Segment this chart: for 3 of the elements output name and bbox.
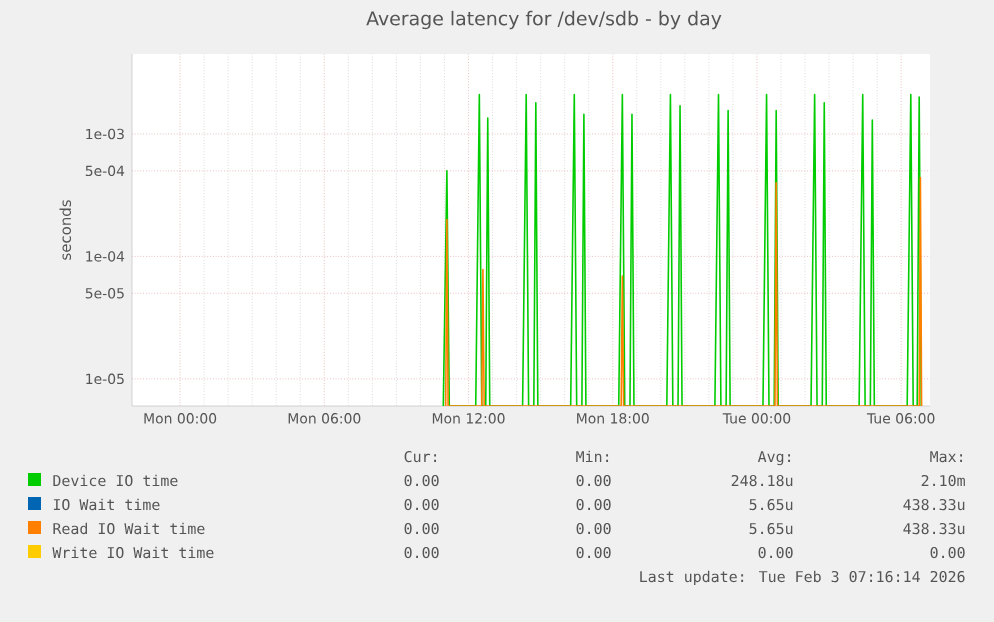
line-series (444, 176, 923, 407)
line-series (442, 93, 923, 407)
chart-title: Average latency for /dev/sdb - by day (366, 10, 722, 30)
